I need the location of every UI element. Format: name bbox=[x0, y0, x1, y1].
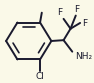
Text: F: F bbox=[74, 5, 79, 14]
Text: Cl: Cl bbox=[36, 72, 44, 81]
Text: NH₂: NH₂ bbox=[75, 52, 92, 62]
Text: F: F bbox=[58, 8, 63, 17]
Text: F: F bbox=[82, 19, 87, 28]
